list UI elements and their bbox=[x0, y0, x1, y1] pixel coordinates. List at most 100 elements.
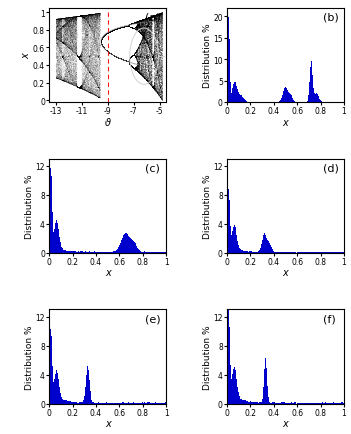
Point bbox=[92, 36, 97, 43]
Point bbox=[113, 26, 118, 33]
Point bbox=[117, 56, 123, 62]
Point bbox=[125, 59, 130, 66]
Point bbox=[93, 92, 99, 99]
Point bbox=[64, 44, 69, 51]
Point bbox=[77, 84, 82, 91]
Point bbox=[154, 89, 160, 96]
Point bbox=[106, 49, 111, 56]
Point bbox=[58, 20, 64, 26]
Point bbox=[80, 43, 85, 50]
Point bbox=[89, 37, 94, 44]
Point bbox=[139, 53, 145, 60]
Point bbox=[137, 23, 143, 30]
Point bbox=[158, 21, 164, 28]
Point bbox=[94, 26, 99, 33]
Point bbox=[97, 90, 102, 97]
Point bbox=[75, 84, 81, 91]
Point bbox=[62, 53, 67, 60]
Point bbox=[65, 65, 71, 72]
Point bbox=[63, 16, 69, 23]
Point bbox=[124, 23, 130, 30]
Point bbox=[72, 42, 77, 49]
Point bbox=[69, 75, 74, 82]
Point bbox=[81, 85, 86, 92]
Point bbox=[88, 23, 93, 30]
Point bbox=[79, 82, 84, 89]
Point bbox=[61, 36, 67, 43]
Point bbox=[88, 17, 94, 24]
Point bbox=[154, 12, 159, 19]
Point bbox=[104, 48, 110, 55]
Point bbox=[54, 60, 59, 67]
Point bbox=[111, 27, 117, 34]
Point bbox=[111, 53, 117, 59]
Point bbox=[110, 52, 116, 59]
Point bbox=[138, 30, 144, 37]
Point bbox=[108, 28, 114, 35]
Point bbox=[146, 79, 151, 86]
Point bbox=[76, 56, 82, 62]
Point bbox=[74, 15, 79, 22]
Point bbox=[84, 88, 90, 95]
Point bbox=[115, 26, 120, 33]
Point bbox=[85, 24, 90, 31]
Point bbox=[66, 32, 71, 39]
Point bbox=[66, 53, 71, 59]
Point bbox=[69, 80, 75, 87]
Point bbox=[61, 18, 67, 25]
Point bbox=[110, 28, 115, 35]
Point bbox=[157, 92, 163, 99]
Point bbox=[68, 25, 74, 32]
Point bbox=[55, 16, 60, 23]
Point bbox=[78, 13, 83, 20]
Point bbox=[77, 56, 82, 63]
Point bbox=[53, 16, 59, 23]
Point bbox=[65, 28, 70, 35]
Point bbox=[123, 23, 129, 30]
Point bbox=[93, 86, 98, 93]
Point bbox=[145, 54, 151, 61]
Point bbox=[62, 56, 68, 63]
Point bbox=[92, 16, 98, 23]
Point bbox=[139, 58, 145, 65]
Point bbox=[65, 34, 71, 41]
Point bbox=[88, 56, 93, 62]
Point bbox=[157, 20, 163, 26]
Point bbox=[58, 26, 64, 33]
Point bbox=[152, 23, 158, 30]
Point bbox=[81, 13, 86, 20]
Point bbox=[112, 53, 118, 60]
Point bbox=[80, 78, 85, 85]
Point bbox=[82, 72, 88, 79]
Point bbox=[109, 52, 115, 59]
Point bbox=[73, 21, 79, 28]
Point bbox=[136, 49, 141, 56]
Point bbox=[65, 79, 71, 86]
Point bbox=[82, 20, 87, 26]
Point bbox=[84, 88, 90, 95]
Point bbox=[80, 18, 86, 25]
Point bbox=[131, 20, 136, 27]
Point bbox=[93, 62, 99, 69]
Point bbox=[114, 26, 120, 33]
Point bbox=[68, 34, 73, 41]
Point bbox=[81, 39, 86, 46]
Point bbox=[151, 53, 156, 59]
Point bbox=[60, 77, 66, 84]
Point bbox=[120, 56, 125, 63]
Point bbox=[137, 70, 142, 77]
Point bbox=[156, 42, 161, 49]
Point bbox=[114, 26, 119, 33]
Point bbox=[107, 29, 112, 36]
Point bbox=[64, 76, 69, 83]
Point bbox=[116, 26, 121, 33]
Point bbox=[130, 53, 136, 59]
Point bbox=[95, 94, 101, 101]
Point bbox=[79, 13, 84, 20]
Point bbox=[140, 16, 145, 23]
Point bbox=[74, 13, 80, 20]
Point bbox=[128, 21, 134, 28]
Point bbox=[102, 46, 108, 53]
Point bbox=[91, 82, 97, 89]
Point bbox=[104, 31, 109, 38]
